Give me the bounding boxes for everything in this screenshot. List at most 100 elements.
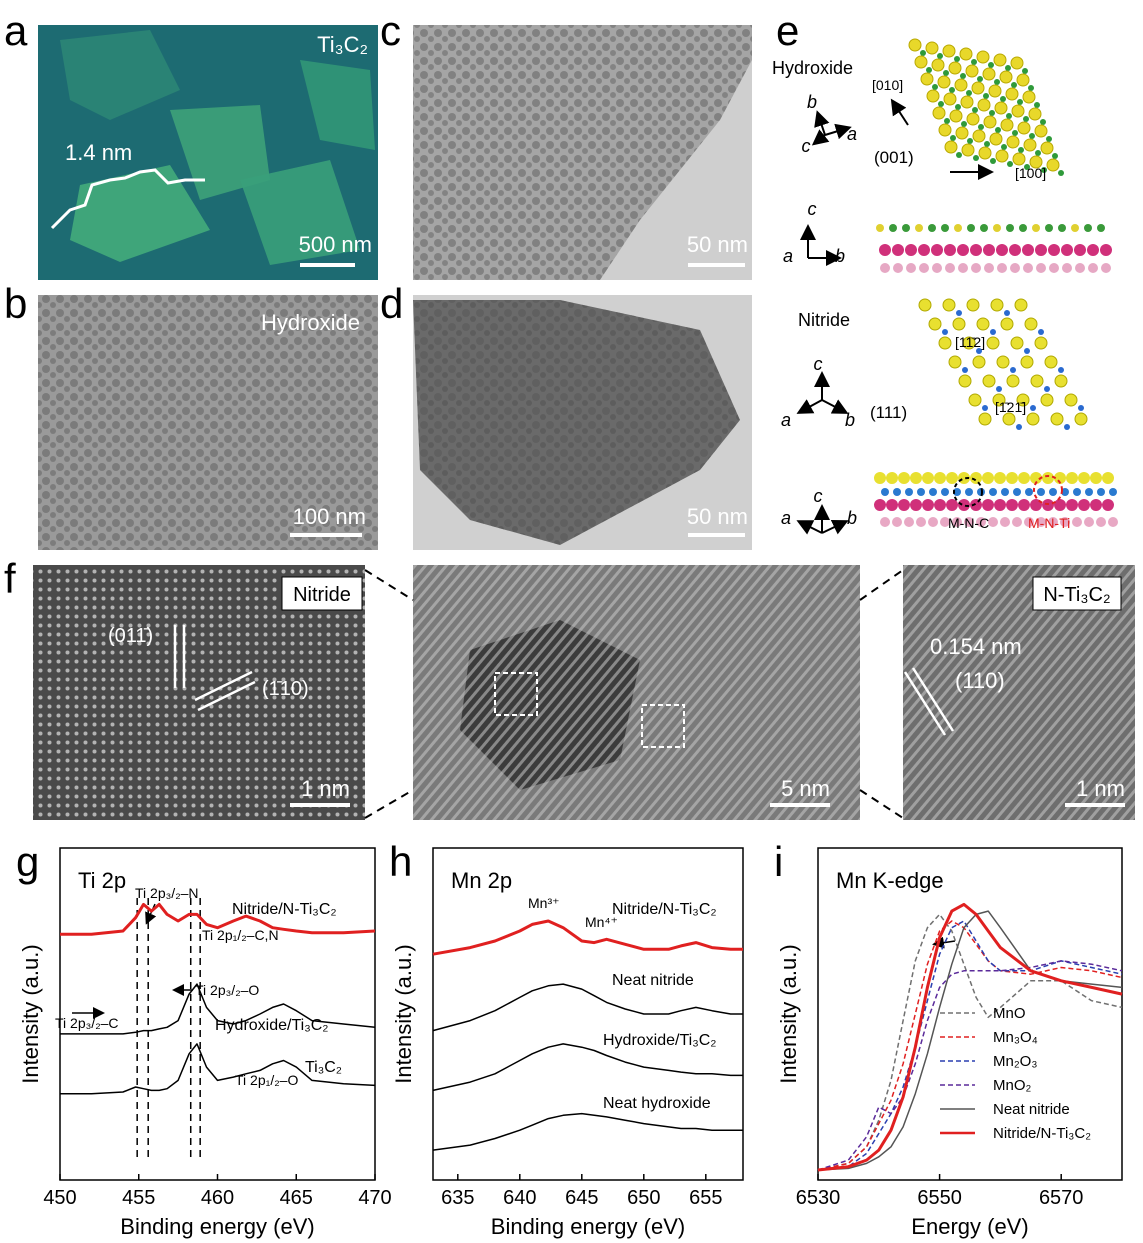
axis-letter: b bbox=[845, 410, 855, 430]
atom bbox=[966, 90, 972, 96]
atom bbox=[1006, 472, 1018, 484]
series-label: Ti₃C₂ bbox=[305, 1059, 342, 1076]
atom bbox=[1022, 90, 1036, 104]
atom bbox=[1029, 133, 1035, 139]
atom bbox=[1064, 424, 1070, 430]
series-line bbox=[817, 960, 1123, 1171]
atom bbox=[1075, 263, 1085, 273]
atom bbox=[949, 87, 955, 93]
atom bbox=[918, 244, 930, 256]
atom bbox=[966, 112, 980, 126]
x-tick-label: 450 bbox=[43, 1187, 76, 1209]
atom bbox=[932, 106, 946, 120]
atom bbox=[1097, 224, 1105, 232]
atom bbox=[978, 124, 984, 130]
atom bbox=[990, 158, 996, 164]
atom bbox=[948, 61, 962, 75]
atom bbox=[928, 517, 938, 527]
legend-label: Mn₃O₄ bbox=[993, 1029, 1038, 1046]
panel-text: 5 nm bbox=[781, 776, 830, 801]
panel-text: 50 nm bbox=[687, 504, 748, 529]
atom bbox=[982, 499, 994, 511]
atom bbox=[952, 517, 962, 527]
atom bbox=[1024, 164, 1030, 170]
axis-letter: c bbox=[814, 354, 823, 374]
atom bbox=[942, 329, 948, 335]
atom bbox=[943, 92, 957, 106]
atom bbox=[940, 517, 950, 527]
panel-text: 1 nm bbox=[301, 776, 350, 801]
atom bbox=[994, 101, 1008, 115]
x-tick-label: 650 bbox=[627, 1187, 660, 1209]
atom bbox=[941, 224, 949, 232]
atom bbox=[1005, 87, 1019, 101]
atom bbox=[1024, 317, 1038, 331]
atom bbox=[910, 472, 922, 484]
x-tick-label: 455 bbox=[122, 1187, 155, 1209]
atom bbox=[978, 412, 992, 426]
atom bbox=[918, 298, 932, 312]
atom bbox=[892, 244, 904, 256]
atom bbox=[1016, 73, 1030, 87]
atom bbox=[943, 70, 949, 76]
atom bbox=[1012, 130, 1018, 136]
atom bbox=[984, 141, 990, 147]
tem-image bbox=[413, 25, 752, 280]
atom bbox=[944, 244, 956, 256]
tem-image bbox=[38, 295, 378, 550]
atom bbox=[1052, 153, 1058, 159]
atom bbox=[976, 317, 990, 331]
atom bbox=[955, 104, 961, 110]
atom bbox=[993, 224, 1001, 232]
atom bbox=[1030, 472, 1042, 484]
atom bbox=[986, 336, 1000, 350]
atom bbox=[1014, 298, 1028, 312]
annotation: Ti 2p₃/₂–C bbox=[55, 1015, 119, 1031]
atom bbox=[1009, 244, 1021, 256]
atom bbox=[955, 126, 969, 140]
atom bbox=[1000, 118, 1014, 132]
atom bbox=[1078, 499, 1090, 511]
atom bbox=[874, 472, 886, 484]
series-line bbox=[432, 1112, 743, 1151]
atom bbox=[976, 50, 990, 64]
atom bbox=[966, 298, 980, 312]
atom bbox=[1058, 224, 1066, 232]
atom bbox=[1078, 472, 1090, 484]
atom bbox=[982, 67, 996, 81]
atom bbox=[928, 317, 942, 331]
atom bbox=[1054, 472, 1066, 484]
hrtem-images bbox=[33, 565, 1135, 820]
series-line bbox=[432, 1043, 743, 1092]
series-line bbox=[817, 902, 1123, 1172]
chart-title: Mn K-edge bbox=[836, 868, 944, 893]
atom bbox=[945, 263, 955, 273]
atom bbox=[1040, 141, 1054, 155]
atom bbox=[1034, 336, 1048, 350]
panel-text: c bbox=[380, 7, 401, 54]
legend-label: Mn₂O₃ bbox=[993, 1053, 1037, 1070]
atom bbox=[983, 244, 995, 256]
atom bbox=[1073, 488, 1081, 496]
atom bbox=[962, 336, 976, 350]
atom bbox=[892, 517, 902, 527]
atom bbox=[1040, 393, 1054, 407]
atom bbox=[905, 488, 913, 496]
atom bbox=[1006, 374, 1020, 388]
atom bbox=[989, 132, 1003, 146]
panel-text: Ti₃C₂ bbox=[317, 32, 368, 57]
atom bbox=[932, 263, 942, 273]
atom bbox=[942, 44, 956, 58]
atom bbox=[1030, 374, 1044, 388]
series-label: Neat hydroxide bbox=[603, 1095, 711, 1112]
atom bbox=[973, 155, 979, 161]
atom bbox=[996, 386, 1002, 392]
atom bbox=[1101, 263, 1111, 273]
atom bbox=[958, 499, 970, 511]
atom bbox=[944, 118, 950, 124]
atom bbox=[1066, 499, 1078, 511]
panel-text: M-N-Ti bbox=[1028, 515, 1070, 531]
atom bbox=[1054, 374, 1068, 388]
atom bbox=[906, 263, 916, 273]
atom bbox=[1000, 517, 1010, 527]
